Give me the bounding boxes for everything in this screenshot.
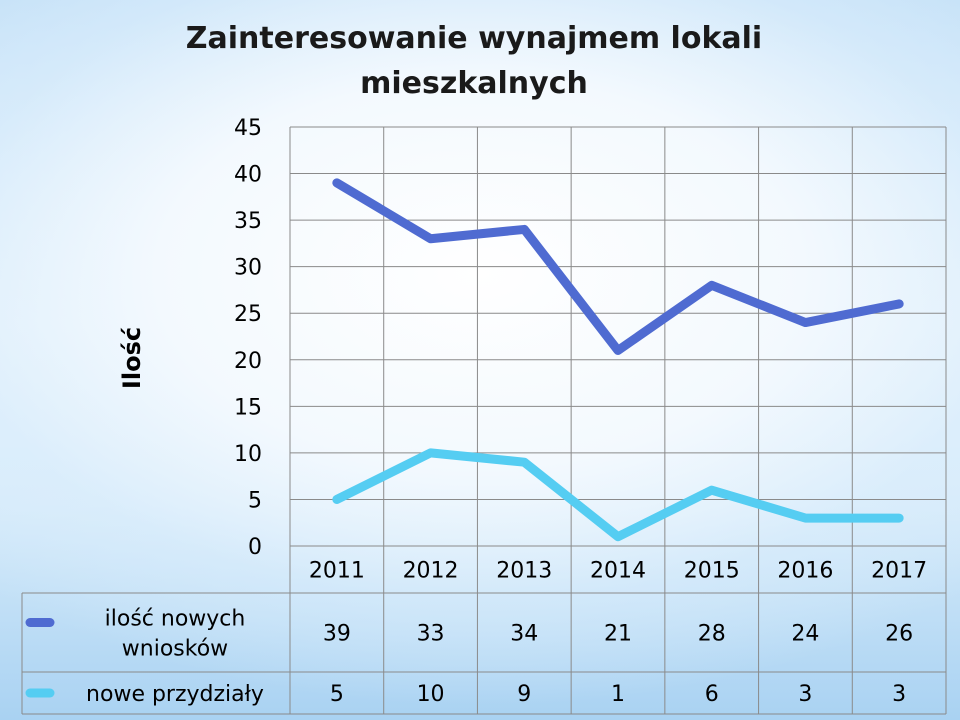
data-label: 39 (323, 622, 351, 647)
y-tick-label: 25 (234, 302, 262, 327)
legend-entry-label: wniosków (122, 637, 228, 662)
y-tick-label: 10 (234, 442, 262, 467)
data-label: 3 (892, 682, 906, 707)
data-point (335, 498, 338, 501)
series-lines (332, 178, 904, 542)
series-line-2 (332, 448, 904, 542)
y-axis-label: Ilość (118, 327, 146, 389)
y-axis-ticks: 0 5 10 15 20 25 30 35 40 45 (234, 116, 262, 560)
data-point (710, 489, 713, 492)
data-point (617, 535, 619, 538)
data-label: 26 (885, 622, 913, 647)
chart-title-line-1: Zainteresowanie wynajmem lokali (186, 21, 762, 56)
x-tick-label: 2013 (496, 559, 552, 584)
x-tick-label: 2015 (684, 559, 740, 584)
y-tick-label: 35 (234, 209, 262, 234)
y-tick-label: 20 (234, 349, 262, 374)
y-tick-label: 40 (234, 163, 262, 188)
data-point (898, 517, 901, 520)
y-tick-label: 45 (234, 116, 262, 141)
data-point (523, 228, 526, 231)
data-point (804, 517, 807, 520)
x-tick-label: 2016 (777, 559, 833, 584)
data-label: 6 (705, 682, 719, 707)
data-label: 9 (517, 682, 531, 707)
y-tick-label: 5 (248, 488, 262, 513)
data-point (617, 349, 619, 352)
y-tick-label: 15 (234, 395, 262, 420)
data-point (335, 181, 338, 184)
x-tick-label: 2014 (590, 559, 646, 584)
y-tick-label: 0 (248, 535, 262, 560)
legend-entry-label: ilość nowych (105, 607, 246, 632)
data-point (523, 461, 526, 464)
gridlines (289, 126, 947, 547)
x-tick-label: 2017 (871, 559, 927, 584)
data-label: 24 (791, 622, 819, 647)
x-tick-label: 2011 (309, 559, 365, 584)
data-point (898, 302, 901, 305)
data-label: 28 (698, 622, 726, 647)
data-label: 5 (330, 682, 344, 707)
chart-title-line-2: mieszkalnych (360, 66, 588, 101)
data-label: 21 (604, 622, 632, 647)
data-table: 2011 2012 2013 2014 2015 2016 2017 ilość nowych… (21, 545, 947, 715)
data-point (429, 237, 432, 240)
legend-entry-label: nowe przydziały (86, 682, 264, 707)
data-label: 33 (417, 622, 445, 647)
data-point (804, 321, 807, 324)
data-label: 10 (417, 682, 445, 707)
data-point (710, 284, 713, 287)
x-tick-label: 2012 (403, 559, 459, 584)
data-label: 3 (798, 682, 812, 707)
data-label: 1 (611, 682, 625, 707)
data-label: 34 (510, 622, 538, 647)
data-point (429, 451, 432, 454)
y-tick-label: 30 (234, 256, 262, 281)
